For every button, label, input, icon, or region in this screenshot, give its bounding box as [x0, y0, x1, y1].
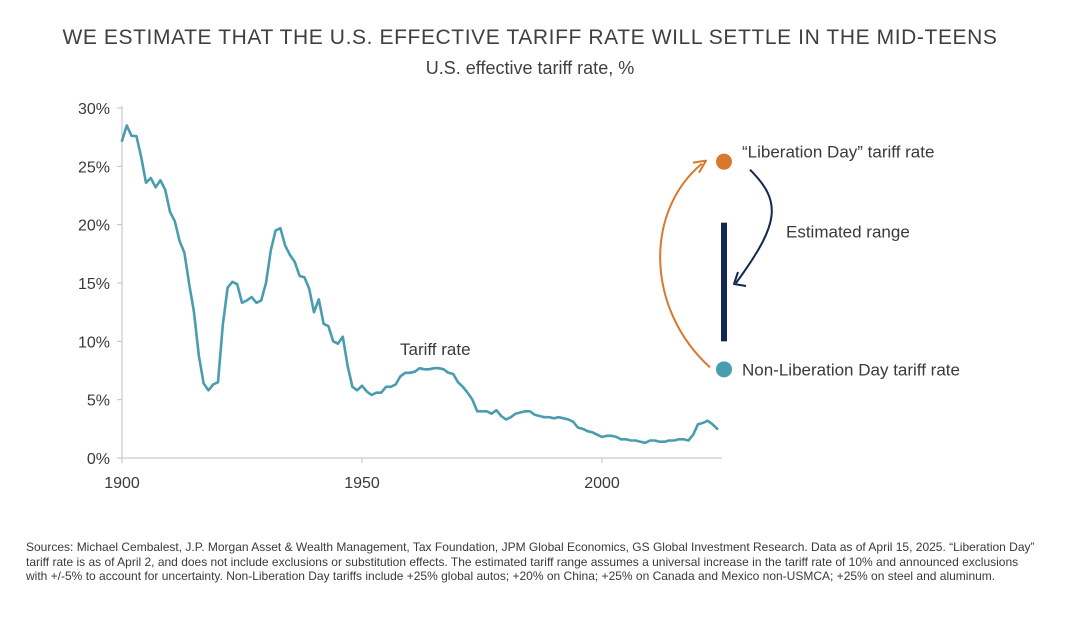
y-tick-label: 25% — [78, 159, 110, 176]
chart-subtitle: U.S. effective tariff rate, % — [425, 58, 635, 78]
orange-arrowhead — [692, 159, 707, 174]
y-tick-label: 15% — [78, 276, 110, 293]
x-tick-label: 1900 — [104, 475, 140, 492]
estimated-range-bar — [721, 222, 727, 342]
liberation-day-dot — [716, 153, 732, 170]
x-tick-label: 2000 — [584, 475, 620, 492]
y-tick-label: 0% — [87, 451, 110, 468]
tariff-rate-chart: 0% 5% 10% 15% 20% 25% 30% 1900 1950 2000 Tariff r… — [78, 101, 960, 492]
tariff-rate-line — [120, 124, 719, 445]
y-tick-label: 10% — [78, 334, 110, 351]
chart-title: WE ESTIMATE THAT THE U.S. EFFECTIVE TARI… — [62, 26, 998, 49]
non-liberation-day-label: Non-Liberation Day tariff rate — [742, 360, 960, 379]
orange-curved-arrow — [659, 162, 711, 369]
y-tick-label: 20% — [78, 218, 110, 235]
navy-curved-arrow — [735, 168, 773, 284]
x-tick-label: 1950 — [344, 475, 380, 492]
estimated-range-label: Estimated range — [786, 223, 910, 242]
footnote-sources: Sources: Michael Cembalest, J.P. Morgan … — [26, 540, 1035, 583]
non-liberation-day-dot — [716, 361, 732, 378]
navy-arrowhead — [733, 271, 747, 287]
liberation-day-label: “Liberation Day” tariff rate — [742, 143, 934, 162]
y-tick-label: 30% — [78, 101, 110, 118]
y-tick-label: 5% — [87, 393, 110, 410]
series-label-tariff-rate: Tariff rate — [400, 340, 471, 359]
